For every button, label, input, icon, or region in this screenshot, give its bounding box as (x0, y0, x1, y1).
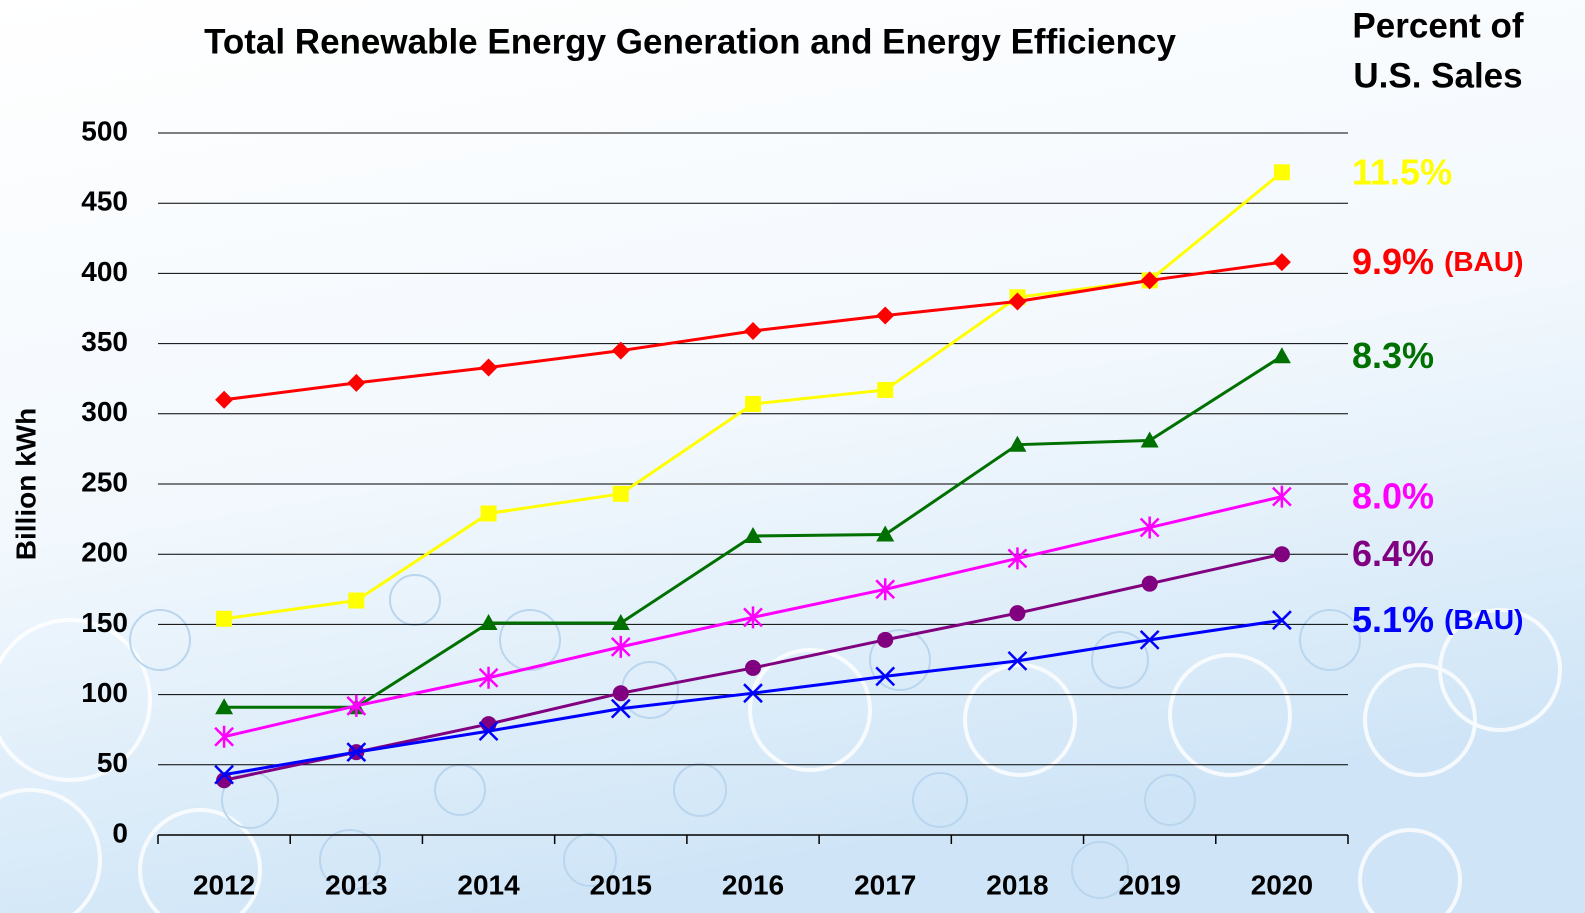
marker (610, 698, 631, 719)
end-label-note: (BAU) (1444, 605, 1523, 636)
marker (744, 526, 762, 543)
end-label-value: 9.9% (1352, 241, 1434, 282)
marker (479, 613, 498, 630)
marker (875, 578, 896, 601)
end-label-note: (BAU) (1444, 247, 1523, 278)
marker (1007, 651, 1028, 671)
y-tick-label: 450 (81, 186, 128, 217)
marker (875, 666, 896, 687)
y-tick-label: 100 (81, 677, 128, 708)
marker (1007, 547, 1028, 570)
x-tick-label: 2015 (590, 869, 652, 900)
marker (611, 613, 630, 630)
marker (480, 505, 497, 522)
y-tick-label: 0 (112, 817, 128, 848)
marker (478, 666, 499, 689)
marker (876, 525, 895, 542)
marker (1272, 253, 1291, 272)
marker (1141, 575, 1158, 592)
marker (214, 725, 234, 748)
marker (1008, 292, 1027, 311)
y-tick-label: 50 (97, 747, 128, 778)
marker (1140, 271, 1159, 290)
marker (743, 606, 763, 629)
x-tick-label: 2012 (193, 869, 255, 900)
x-tick-label: 2019 (1119, 869, 1181, 900)
marker (1273, 164, 1290, 181)
marker (1272, 347, 1291, 364)
marker (478, 721, 499, 741)
end-label: 11.5% (1352, 151, 1452, 192)
y-axis-label: Billion kWh (10, 408, 41, 560)
x-tick-label: 2020 (1251, 869, 1313, 900)
marker (1272, 610, 1292, 631)
decoration (0, 608, 1562, 913)
chart-title: Total Renewable Energy Generation and En… (204, 22, 1176, 61)
marker (1272, 485, 1292, 508)
end-label: 8.3% (1352, 335, 1434, 376)
marker (745, 395, 761, 412)
y-tick-label: 500 (81, 115, 128, 146)
marker (1008, 435, 1027, 452)
marker (216, 610, 233, 627)
end-label-value: 5.1% (1352, 599, 1434, 640)
marker (610, 635, 631, 658)
x-tick-label: 2018 (986, 869, 1048, 900)
y-tick-label: 350 (81, 326, 128, 357)
y-tick-label: 150 (81, 607, 128, 638)
end-label-value: 8.3% (1352, 335, 1434, 376)
marker (1009, 605, 1026, 622)
x-tick-label: 2014 (457, 869, 520, 900)
x-tick-label: 2016 (722, 869, 784, 900)
marker (1140, 431, 1159, 448)
marker (347, 373, 366, 392)
marker (877, 381, 894, 398)
right-title: U.S. Sales (1353, 56, 1522, 95)
end-label: 9.9% (BAU) (1352, 241, 1523, 282)
end-label: 8.0% (1352, 475, 1434, 516)
end-label: 5.1% (BAU) (1352, 599, 1523, 640)
marker (612, 685, 629, 702)
marker (348, 592, 365, 609)
marker (346, 694, 367, 717)
marker (743, 683, 763, 704)
y-tick-label: 300 (81, 396, 128, 427)
y-tick-label: 200 (81, 537, 128, 568)
marker (744, 321, 762, 340)
end-label-value: 11.5% (1352, 151, 1452, 192)
right-title: Percent of (1352, 6, 1523, 45)
marker (216, 772, 233, 789)
decoration (129, 574, 1361, 899)
end-label: 6.4% (1352, 533, 1434, 574)
marker (745, 659, 761, 676)
marker (1139, 516, 1160, 539)
marker (612, 485, 629, 502)
marker (346, 742, 367, 763)
x-tick-label: 2017 (854, 869, 916, 900)
marker (1273, 546, 1290, 563)
marker (214, 764, 234, 785)
y-tick-label: 250 (81, 466, 128, 497)
marker (215, 698, 234, 715)
marker (877, 631, 894, 648)
y-tick-label: 400 (81, 256, 128, 287)
marker (876, 306, 895, 325)
marker (611, 341, 630, 360)
x-tick-label: 2013 (325, 869, 387, 900)
marker (215, 390, 234, 409)
marker (479, 358, 498, 377)
marker (1139, 629, 1160, 650)
end-label-value: 6.4% (1352, 533, 1434, 574)
end-label-value: 8.0% (1352, 475, 1434, 516)
